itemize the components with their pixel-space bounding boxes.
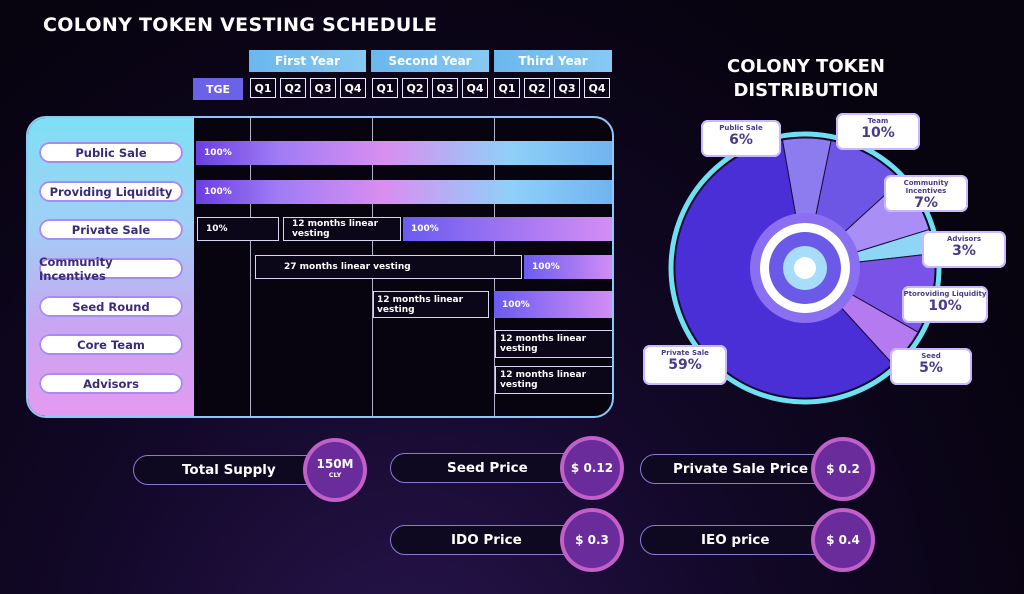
pie-slice-advisors: [804, 228, 935, 269]
ido-price-pill: IDO Price: [390, 525, 590, 555]
quarter-header: Q3: [432, 78, 458, 98]
distribution-title: COLONY TOKEN DISTRIBUTION: [706, 55, 906, 103]
callout-value: 59%: [668, 357, 702, 373]
callout-community-incentives: Community Incentives 7%: [884, 175, 968, 212]
bar-seed-end: 100%: [494, 291, 612, 318]
callout-value: 7%: [914, 195, 938, 211]
callout-team: Team 10%: [836, 113, 920, 150]
private-price-badge: $ 0.2: [815, 441, 871, 497]
bar-community-vesting: 27 months linear vesting: [255, 255, 522, 279]
row-label-advisors: Advisors: [39, 373, 183, 394]
quarter-header: Q3: [554, 78, 580, 98]
callout-label: Community Incentives: [903, 179, 949, 195]
schedule-grid: Public Sale Providing Liquidity Private …: [26, 116, 614, 418]
distribution-title-line2: DISTRIBUTION: [733, 80, 879, 101]
ido-price-badge: $ 0.3: [564, 512, 620, 568]
year-header-1: First Year: [249, 50, 366, 72]
distribution-title-line1: COLONY TOKEN: [727, 56, 885, 77]
quarter-header: Q1: [250, 78, 276, 98]
private-price-pill: Private Sale Price: [640, 454, 840, 484]
quarter-header: Q1: [372, 78, 398, 98]
bar-seed-vesting: 12 months linear vesting: [373, 291, 489, 318]
row-label-community: Community Incentives: [39, 255, 183, 283]
quarter-header: Q1: [494, 78, 520, 98]
callout-private-sale: Private Sale 59%: [643, 345, 727, 385]
bar-liquidity: 100%: [196, 180, 612, 204]
seed-price-pill: Seed Price: [390, 453, 590, 483]
quarter-header: Q4: [340, 78, 366, 98]
tge-header: TGE: [193, 78, 243, 100]
pie-center-disc: [760, 223, 850, 313]
bar-public-sale: 100%: [196, 141, 612, 165]
callout-label: Public Sale: [719, 124, 763, 132]
callout-label: Ptoroviding Liquidity: [903, 290, 987, 298]
quarter-header: Q2: [524, 78, 550, 98]
callout-label: Team: [867, 117, 889, 125]
row-label-team: Core Team: [39, 334, 183, 355]
callout-label: Private Sale: [661, 349, 709, 357]
ieo-price-badge: $ 0.4: [815, 512, 871, 568]
total-supply-unit: CLY: [328, 471, 342, 479]
total-supply-pill: Total Supply: [133, 455, 333, 485]
callout-label: Advisors: [947, 235, 981, 243]
callout-seed: Seed 5%: [890, 348, 972, 385]
ieo-price-pill: IEO price: [640, 525, 840, 555]
callout-liquidity: Ptoroviding Liquidity 10%: [902, 286, 988, 323]
bar-private-tge: 10%: [197, 217, 279, 241]
row-label-liquidity: Providing Liquidity: [39, 181, 183, 202]
row-label-seed: Seed Round: [39, 296, 183, 317]
pie-logo-core: [794, 257, 816, 279]
callout-value: 5%: [919, 360, 943, 376]
year-header-2: Second Year: [371, 50, 489, 72]
pie-slice-public-sale: [781, 137, 832, 269]
grid-line: [250, 118, 251, 416]
callout-value: 10%: [928, 298, 962, 314]
quarter-header: Q4: [462, 78, 488, 98]
callout-advisors: Advisors 3%: [922, 231, 1006, 268]
bar-community-end: 100%: [524, 255, 612, 279]
bar-private-vesting: 12 months linear vesting: [283, 217, 401, 241]
bar-private-end: 100%: [403, 217, 612, 241]
quarter-header: Q3: [310, 78, 336, 98]
quarter-header: Q2: [280, 78, 306, 98]
total-supply-badge: 150M CLY: [307, 442, 363, 498]
callout-value: 3%: [952, 243, 976, 259]
pie-logo-ring: [769, 232, 841, 304]
callout-value: 6%: [729, 132, 753, 148]
pie-center-ring: [750, 213, 860, 323]
quarter-header: Q2: [402, 78, 428, 98]
schedule-title: COLONY TOKEN VESTING SCHEDULE: [43, 14, 438, 36]
pie-logo-inner: [783, 246, 827, 290]
callout-label: Seed: [921, 352, 941, 360]
bar-advisors-vesting: 12 months linear vesting: [495, 366, 612, 394]
year-header-3: Third Year: [494, 50, 612, 72]
callout-value: 10%: [861, 125, 895, 141]
callout-public-sale: Public Sale 6%: [701, 120, 781, 157]
quarter-header: Q4: [584, 78, 610, 98]
row-label-public-sale: Public Sale: [39, 142, 183, 163]
row-label-private-sale: Private Sale: [39, 219, 183, 240]
bar-team-vesting: 12 months linear vesting: [495, 330, 612, 358]
seed-price-badge: $ 0.12: [564, 440, 620, 496]
total-supply-value: 150M: [316, 457, 354, 471]
